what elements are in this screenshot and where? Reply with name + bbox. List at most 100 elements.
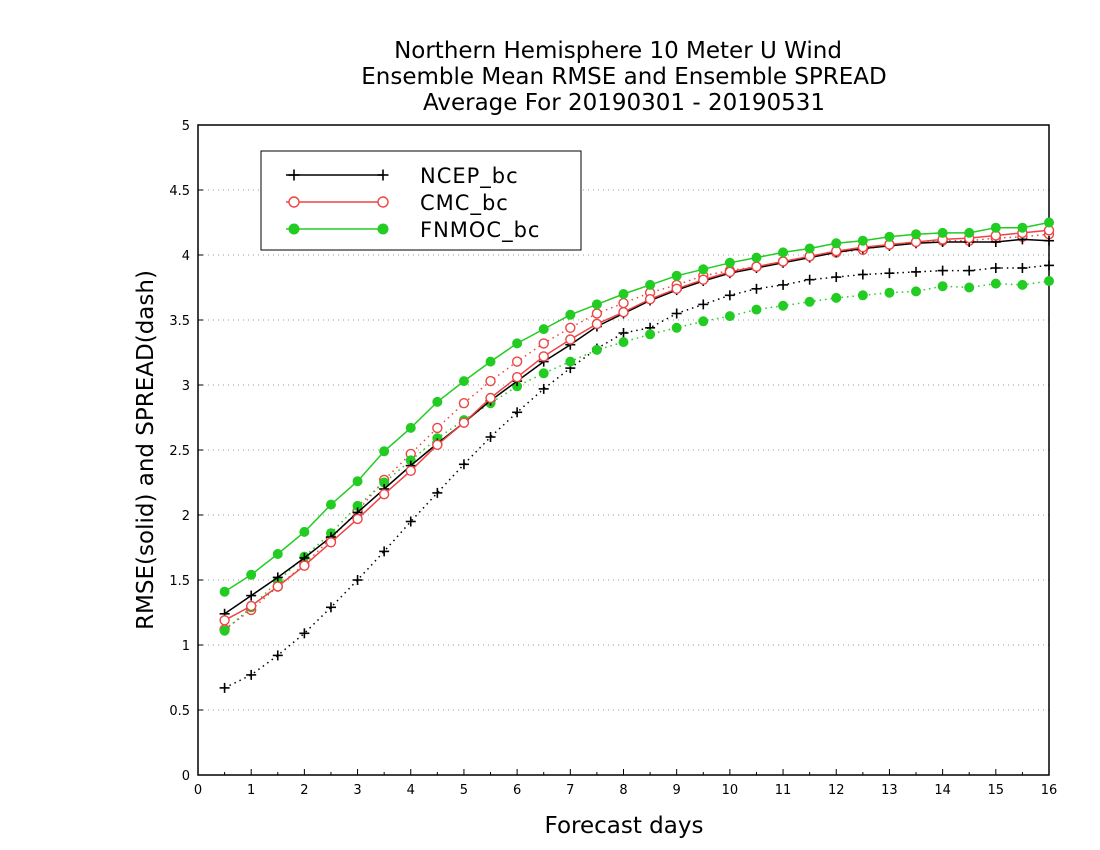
data-point [485,375,496,387]
data-point [831,272,842,283]
data-point [352,575,363,585]
y-tick-label: 2 [182,509,190,524]
data-point [698,264,709,275]
x-tick-label: 7 [566,783,574,798]
data-point [219,625,230,636]
title-line-3: Average For 20190301 - 20190531 [423,90,825,116]
data-point [777,256,789,267]
series-line [224,233,1050,631]
data-point [485,356,496,367]
data-point [1044,276,1054,286]
data-point [565,334,576,345]
data-point [884,268,895,279]
data-point [645,329,656,340]
legend-label: FNMOC_bc [420,218,540,243]
legend-marker-left [288,169,300,181]
data-point [990,222,1001,233]
data-point [458,376,469,387]
data-point [352,513,363,525]
y-tick-label: 3.5 [169,314,190,329]
data-point [857,269,868,280]
y-tick-label: 0 [182,769,190,784]
data-point [432,396,443,407]
title-line-2: Ensemble Mean RMSE and Ensemble SPREAD [361,64,886,90]
data-point [751,304,762,315]
data-point [538,338,549,349]
data-point [432,439,443,450]
data-point [778,279,789,290]
data-point [565,356,576,367]
data-point [272,572,283,583]
series-CMC_bc-rmse [219,225,1055,626]
data-point [911,229,922,240]
y-tick-label: 5 [182,119,190,134]
data-point [857,235,868,246]
x-tick-label: 8 [619,783,627,798]
data-point [458,459,469,470]
y-tick-label: 4 [182,249,190,264]
x-tick-label: 15 [988,783,1005,798]
data-point [485,392,496,404]
data-point [618,297,629,309]
data-point [1017,279,1028,290]
data-point [645,279,656,290]
data-point [804,274,815,285]
x-tick-label: 14 [934,783,951,798]
x-tick-label: 6 [513,783,521,798]
data-point [804,296,815,307]
data-point [671,322,682,333]
legend-entry: NCEP_bc [286,164,519,189]
data-point [405,465,416,476]
legend-label: CMC_bc [420,191,509,216]
data-point [512,407,523,418]
data-point [272,549,283,559]
data-point [378,489,390,500]
data-point [299,560,310,571]
y-tick-label: 4.5 [169,184,190,199]
data-point [538,383,549,394]
data-point [751,252,762,263]
data-point [325,537,337,548]
chart-title: Northern Hemisphere 10 Meter U Wind Ense… [361,38,886,116]
y-axis-label: RMSE(solid) and SPREAD(dash) [133,270,159,630]
x-axis-label: Forecast days [545,813,704,839]
data-point [591,318,603,330]
data-point [1044,217,1054,228]
x-tick-label: 0 [194,783,202,798]
data-point [219,615,230,626]
data-point [538,368,549,379]
legend-label: NCEP_bc [420,164,519,189]
data-point [990,278,1001,289]
data-point [831,238,842,249]
data-point [964,282,975,293]
legend-marker-right [377,223,389,235]
series-line [224,238,1050,615]
data-point [512,338,523,349]
data-point [751,283,762,294]
y-tick-label: 1 [182,639,190,654]
data-point [618,328,629,338]
data-point [538,351,549,362]
data-point [698,274,709,285]
x-tick-label: 11 [775,783,792,798]
data-point [591,344,602,355]
data-point [458,417,470,428]
data-point [937,281,948,292]
x-tick-label: 13 [881,783,898,798]
data-point [485,432,496,442]
data-point [299,628,310,639]
data-point [724,257,735,268]
series-line [224,264,1050,689]
data-point [964,227,975,238]
x-tick-label: 3 [353,783,361,798]
data-point [246,590,257,601]
data-point [778,300,789,311]
data-point [325,602,336,613]
data-point [245,600,257,612]
data-point [884,231,895,242]
data-point [246,669,257,680]
axes: 00.511.522.533.544.550 1 2 3 4 5 6 7 8 9 10 11 12 13 1… [169,119,1057,798]
data-point [246,569,257,580]
data-point [405,516,416,527]
